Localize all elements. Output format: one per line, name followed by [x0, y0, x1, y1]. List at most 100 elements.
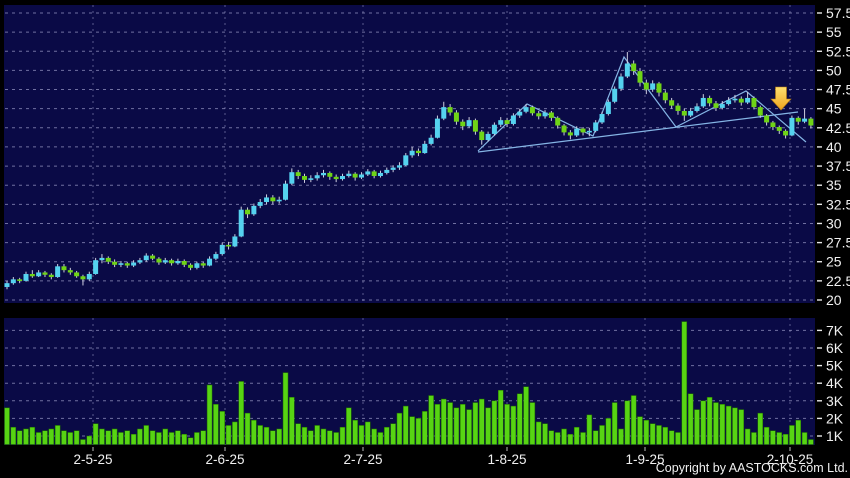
volume-bar	[327, 430, 333, 445]
volume-bar	[409, 416, 415, 445]
candle-body	[270, 197, 276, 202]
volume-bar	[124, 430, 131, 445]
candle-body	[74, 272, 80, 277]
candle-body	[726, 100, 732, 105]
volume-bar	[61, 430, 67, 445]
volume-bar	[73, 430, 80, 445]
candle-body	[390, 167, 396, 170]
volume-bar	[542, 423, 548, 445]
volume-bar	[10, 426, 17, 445]
candle-body	[466, 120, 472, 127]
candle-body	[586, 130, 592, 133]
volume-tick-label: 6K	[826, 340, 844, 356]
volume-bar	[694, 409, 700, 445]
volume-bar	[333, 432, 339, 445]
volume-bar	[808, 439, 814, 445]
volume-bar	[757, 412, 764, 445]
price-tick-label: 20	[826, 292, 842, 308]
candle-body	[327, 172, 333, 177]
volume-bar	[251, 419, 257, 445]
candle-body	[491, 124, 497, 134]
volume-bar	[668, 430, 675, 445]
candle-body	[776, 127, 782, 131]
candle-body	[289, 172, 295, 184]
candle-body	[536, 113, 542, 117]
candle-body	[643, 82, 649, 90]
candle-body	[67, 270, 73, 273]
date-label: 2-10-25	[767, 452, 814, 467]
volume-bar	[592, 430, 599, 445]
candle-body	[783, 130, 789, 136]
volume-bar	[567, 433, 574, 445]
volume-bar	[67, 432, 74, 445]
volume-bar	[485, 407, 491, 445]
volume-bar	[453, 407, 460, 445]
volume-bar	[225, 425, 232, 445]
volume-bar	[460, 404, 466, 445]
candle-body	[200, 263, 206, 266]
date-label: 1-9-25	[625, 452, 664, 467]
volume-bar	[314, 425, 320, 445]
volume-bar	[643, 419, 650, 445]
candle-body	[352, 173, 358, 178]
price-tick-label: 52.5	[826, 43, 850, 59]
volume-bar	[548, 430, 555, 445]
support-trendline	[477, 111, 799, 153]
volume-bar	[795, 419, 801, 445]
volume-bar	[257, 425, 263, 445]
volume-bar	[441, 398, 447, 445]
volume-bar	[618, 428, 624, 445]
volume-tick-label: 7K	[826, 322, 844, 338]
candle-body	[434, 118, 440, 138]
volume-bar	[206, 384, 213, 445]
volume-bar	[23, 428, 29, 445]
candle-body	[137, 260, 143, 263]
volume-bar	[447, 402, 453, 445]
volume-bar	[118, 432, 124, 445]
volume-bar	[523, 386, 529, 445]
candle-body	[460, 121, 466, 127]
candle-body	[23, 273, 29, 281]
volume-bar	[744, 428, 751, 445]
candle-body	[80, 276, 86, 280]
candles	[4, 52, 814, 290]
volume-bar	[54, 425, 61, 445]
candle-body	[612, 88, 618, 102]
candle-body	[194, 263, 200, 268]
volume-bar	[782, 433, 789, 445]
candle-body	[694, 106, 700, 111]
candle-body	[580, 128, 586, 133]
candle-body	[770, 122, 776, 128]
volume-bar	[270, 430, 276, 445]
candle-body	[143, 255, 149, 261]
candle-body	[656, 83, 662, 93]
volume-bar	[263, 426, 270, 445]
volume-bar	[42, 430, 48, 445]
price-tick-label: 55	[826, 24, 842, 40]
volume-bar	[605, 418, 612, 445]
volume-bar	[35, 432, 42, 445]
volume-bar	[352, 419, 358, 445]
candle-body	[131, 262, 137, 266]
volume-bar	[611, 402, 618, 445]
candle-body	[264, 197, 270, 203]
price-panel	[4, 5, 815, 303]
candle-body	[365, 171, 371, 175]
candle-body	[593, 122, 599, 131]
volume-bar	[162, 428, 168, 445]
candle-body	[283, 183, 289, 200]
candle-body	[802, 118, 808, 122]
volume-bar	[238, 381, 244, 445]
down-arrow-icon	[770, 86, 792, 111]
volume-bar	[422, 411, 428, 445]
volume-bar	[149, 430, 156, 445]
candle-body	[681, 110, 687, 116]
candle-body	[36, 272, 42, 277]
volume-bar	[656, 425, 662, 445]
candle-body	[384, 169, 390, 173]
candle-body	[428, 137, 434, 144]
volume-bar	[200, 430, 206, 445]
volume-bar	[295, 423, 301, 445]
